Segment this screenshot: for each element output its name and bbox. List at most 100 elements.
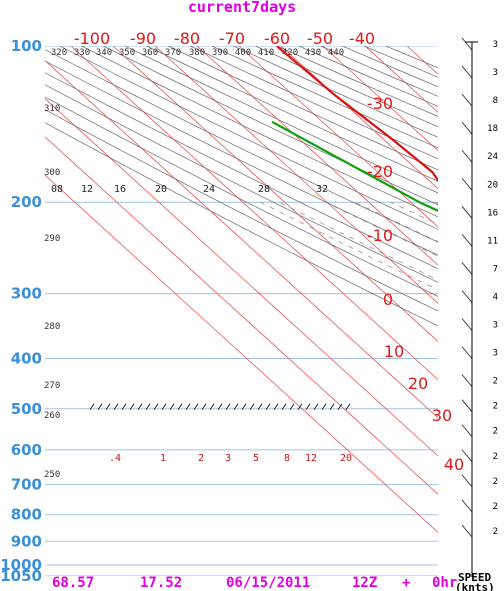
- theta-label-side: 260: [44, 411, 60, 421]
- footer-forecast-hour: 0hr: [432, 575, 457, 591]
- level-hatch-mark: [121, 403, 127, 411]
- mixing-ratio-label-lower: 12: [305, 453, 317, 464]
- wind-barb-mark: [461, 206, 473, 219]
- isotherm-line: [238, 46, 438, 228]
- wind-speed-label: 3: [493, 68, 498, 78]
- wind-barb-mark: [461, 234, 473, 247]
- level-hatch-mark: [241, 403, 247, 411]
- wind-barb-mark: [461, 399, 473, 412]
- mixing-ratio-label-lower: 8: [284, 453, 290, 464]
- pressure-label: 500: [11, 400, 42, 418]
- theta-label-side: 270: [44, 381, 60, 391]
- temperature-label-top: -50: [307, 29, 333, 48]
- wind-barb-mark: [461, 93, 473, 107]
- moist-adiabat-line: [354, 201, 438, 242]
- mixing-ratio-label-lower: 20: [340, 453, 352, 464]
- temperature-label-side: 20: [408, 374, 428, 393]
- wind-barb-mark: [461, 474, 473, 488]
- pressure-label: 800: [11, 506, 42, 524]
- wind-speed-label: 24: [487, 152, 498, 162]
- level-hatch-mark: [233, 403, 239, 411]
- wind-barb-mark: [461, 290, 473, 303]
- wind-barb-mark: [461, 346, 473, 359]
- mixing-ratio-label: 08: [51, 184, 63, 195]
- theta-label-top: 370: [165, 48, 181, 58]
- isotherm-line: [45, 98, 438, 457]
- footer-value-1: 68.57: [52, 575, 94, 591]
- mixing-ratio-label: 32: [316, 184, 328, 195]
- theta-label-top: 340: [96, 48, 112, 58]
- theta-label-side: 280: [44, 322, 60, 332]
- temperature-label-top: -70: [219, 29, 245, 48]
- wind-barb-mark: [461, 449, 473, 463]
- isotherm-line: [322, 46, 438, 152]
- level-hatch-mark: [177, 403, 183, 411]
- level-hatch-mark: [97, 403, 103, 411]
- level-hatch-mark: [201, 403, 207, 411]
- wind-speed-label: 3: [493, 40, 498, 50]
- wind-speed-label: 18: [487, 124, 498, 134]
- dry-adiabat-line: [255, 46, 438, 128]
- wind-speed-label: 3: [493, 349, 498, 359]
- temperature-label-top: -100: [74, 29, 110, 48]
- theta-label-top: 360: [142, 48, 158, 58]
- temperature-label-side: 30: [432, 406, 452, 425]
- mixing-ratio-label: 28: [258, 184, 270, 195]
- moist-adiabat-line: [435, 201, 438, 204]
- mixing-ratio-label: 24: [203, 184, 215, 195]
- level-hatch-mark: [321, 403, 327, 411]
- mixing-ratio-label: 12: [81, 184, 93, 195]
- dry-adiabat-line: [298, 46, 438, 107]
- level-hatch-mark: [185, 403, 191, 411]
- level-hatch-mark: [145, 403, 151, 411]
- theta-label-top: 400: [235, 48, 251, 58]
- dry-adiabat-line: [45, 122, 438, 327]
- wind-speed-label: 2: [493, 377, 498, 387]
- theta-label-top: 440: [328, 48, 344, 58]
- wind-barb-mark: [461, 374, 473, 387]
- level-hatch-mark: [345, 403, 351, 411]
- dry-adiabat-line: [45, 84, 438, 283]
- theta-label-side: 310: [44, 104, 60, 114]
- level-hatch-mark: [105, 403, 111, 411]
- dry-adiabat-line: [103, 46, 438, 206]
- temperature-label-side: 0: [383, 290, 393, 309]
- level-hatch-mark: [329, 403, 335, 411]
- pressure-label: 700: [11, 476, 42, 494]
- level-hatch-mark: [153, 403, 159, 411]
- wind-speed-label: 11: [487, 236, 498, 246]
- level-hatch-mark: [113, 403, 119, 411]
- level-hatch-mark: [209, 403, 215, 411]
- theta-label-side: 290: [44, 234, 60, 244]
- level-hatch-mark: [281, 403, 287, 411]
- level-hatch-mark: [337, 403, 343, 411]
- level-hatch-mark: [273, 403, 279, 411]
- theta-label-side: 250: [44, 470, 60, 480]
- pressure-label: 1050: [0, 567, 42, 585]
- mixing-ratio-label-lower: .4: [109, 453, 121, 464]
- isotherm-line: [45, 174, 438, 533]
- dry-adiabat-line: [211, 46, 438, 149]
- wind-barb-mark: [461, 121, 473, 135]
- dry-adiabat-line: [320, 46, 438, 97]
- temperature-label-top: -80: [174, 29, 200, 48]
- dry-adiabat-line: [81, 46, 438, 218]
- wind-barb-mark: [461, 178, 473, 191]
- wind-speed-label: 2: [493, 427, 498, 437]
- pressure-label: 600: [11, 441, 42, 459]
- theta-label-side: 300: [44, 168, 60, 178]
- level-hatch-mark: [89, 403, 95, 411]
- level-hatch-mark: [217, 403, 223, 411]
- theta-label-top: 350: [119, 48, 135, 58]
- temperature-profile-line: [276, 46, 438, 183]
- isotherm-line: [45, 60, 438, 419]
- wind-barb-mark: [461, 524, 473, 538]
- temperature-label-side: 10: [384, 342, 404, 361]
- wind-barb-mark: [461, 424, 473, 437]
- mixing-ratio-label-lower: 5: [253, 453, 259, 464]
- wind-barb-mark: [461, 499, 473, 513]
- wind-speed-label: 2: [493, 502, 498, 512]
- dry-adiabat-line: [45, 72, 438, 269]
- speed-legend-label: SPEED: [458, 571, 491, 584]
- footer-value-2: 17.52: [140, 575, 182, 591]
